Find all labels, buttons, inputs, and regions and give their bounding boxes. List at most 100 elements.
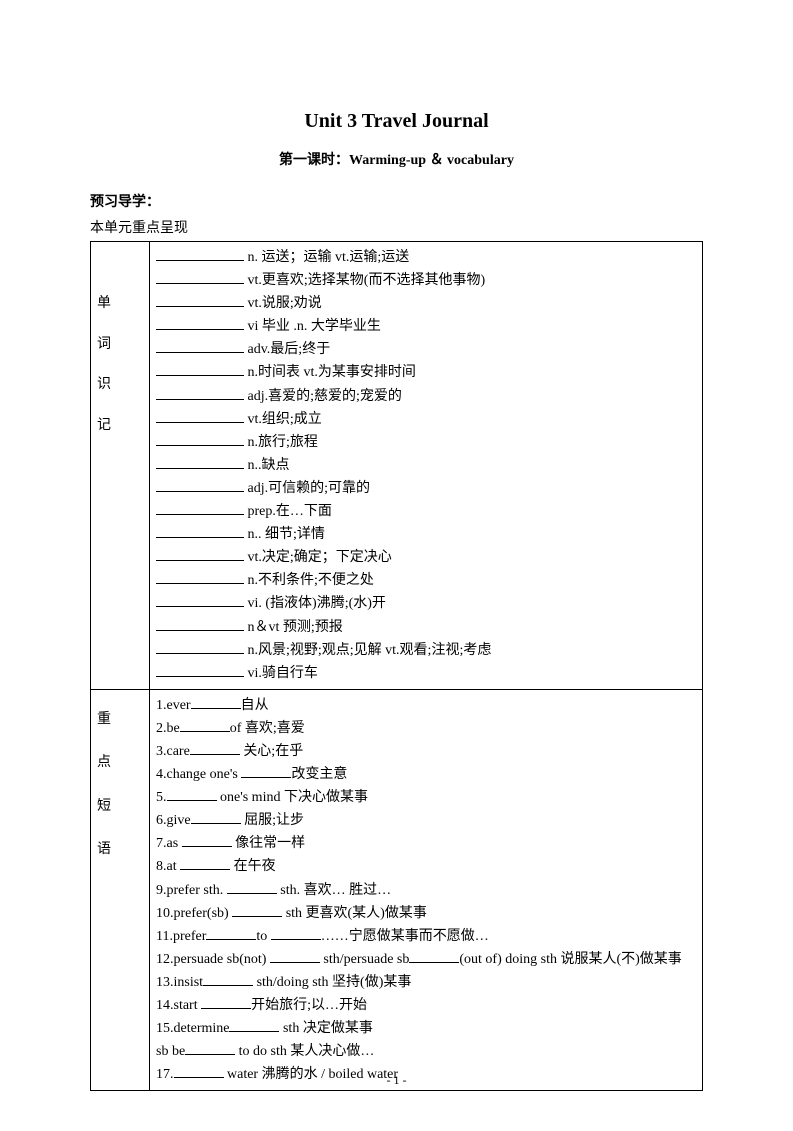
blank-input[interactable] xyxy=(182,833,232,847)
blank-input[interactable] xyxy=(190,741,240,755)
blank-input[interactable] xyxy=(156,455,244,469)
row-label-vocab: 单 词 识 记 xyxy=(91,242,150,690)
vocab-line: vt.说服;劝说 xyxy=(156,292,696,315)
blank-input[interactable] xyxy=(203,972,253,986)
phrase-text: 14.start xyxy=(156,998,201,1013)
phrase-text: 1.ever xyxy=(156,698,191,713)
blank-input[interactable] xyxy=(180,856,230,870)
vocab-line: n. 运送；运输 vt.运输;运送 xyxy=(156,246,696,269)
blank-input[interactable] xyxy=(185,1041,235,1055)
phrase-line: 6.give 屈服;让步 xyxy=(156,809,696,832)
phrase-text: 11.prefer xyxy=(156,929,206,944)
blank-input[interactable] xyxy=(409,949,459,963)
blank-input[interactable] xyxy=(156,570,244,584)
vocab-line: n.不利条件;不便之处 xyxy=(156,569,696,592)
vocab-line: vt.决定;确定；下定决心 xyxy=(156,546,696,569)
vocab-def: n＆vt 预测;预报 xyxy=(248,620,343,635)
blank-input[interactable] xyxy=(270,949,320,963)
label-char: 短 xyxy=(97,785,143,828)
phrase-text: 5. xyxy=(156,790,167,805)
vocab-def: n..缺点 xyxy=(248,458,290,473)
phrase-text: 在午夜 xyxy=(230,859,276,874)
blank-input[interactable] xyxy=(191,810,241,824)
blank-input[interactable] xyxy=(191,694,241,708)
page-subtitle: 第一课时：Warming-up ＆ vocabulary xyxy=(90,149,703,169)
phrase-text: (out of) doing sth 说服某人(不)做某事 xyxy=(459,952,681,967)
blank-input[interactable] xyxy=(156,431,244,445)
blank-input[interactable] xyxy=(156,639,244,653)
label-char: 识 xyxy=(97,365,143,406)
blank-input[interactable] xyxy=(180,718,230,732)
phrase-text: 2.be xyxy=(156,721,180,736)
blank-input[interactable] xyxy=(156,547,244,561)
phrase-text: 4.change one's xyxy=(156,767,241,782)
blank-input[interactable] xyxy=(156,385,244,399)
vocab-line: n..缺点 xyxy=(156,454,696,477)
blank-input[interactable] xyxy=(201,995,251,1009)
blank-input[interactable] xyxy=(156,501,244,515)
blank-input[interactable] xyxy=(206,925,256,939)
blank-input[interactable] xyxy=(156,593,244,607)
blank-input[interactable] xyxy=(156,362,244,376)
blank-input[interactable] xyxy=(156,478,244,492)
blank-input[interactable] xyxy=(156,247,244,261)
blank-input[interactable] xyxy=(156,616,244,630)
blank-input[interactable] xyxy=(156,339,244,353)
vocab-line: n.时间表 vt.为某事安排时间 xyxy=(156,361,696,384)
vocab-def: n. 运送；运输 vt.运输;运送 xyxy=(248,250,410,265)
phrase-text: sth 决定做某事 xyxy=(279,1021,372,1036)
vocab-def: vt.说服;劝说 xyxy=(248,296,322,311)
content-table: 单 词 识 记 n. 运送；运输 vt.运输;运送 vt.更喜欢;选择某物(而不… xyxy=(90,241,703,1091)
blank-input[interactable] xyxy=(156,316,244,330)
blank-input[interactable] xyxy=(229,1018,279,1032)
phrases-cell: 1.ever自从2.beof 喜欢;喜爱3.care 关心;在乎4.change… xyxy=(150,689,703,1091)
phrase-text: 屈服;让步 xyxy=(241,813,304,828)
blank-input[interactable] xyxy=(271,925,321,939)
vocab-line: vi. (指液体)沸腾;(水)开 xyxy=(156,592,696,615)
vocab-def: vi.骑自行车 xyxy=(248,666,318,681)
phrase-line: 8.at 在午夜 xyxy=(156,855,696,878)
label-char: 语 xyxy=(97,828,143,871)
phrase-text: 开始旅行;以…开始 xyxy=(251,998,367,1013)
vocab-def: vi. (指液体)沸腾;(水)开 xyxy=(248,596,386,611)
blank-input[interactable] xyxy=(156,662,244,676)
vocab-def: vt.决定;确定；下定决心 xyxy=(248,550,392,565)
vocab-def: n.风景;视野;观点;见解 vt.观看;注视;考虑 xyxy=(248,643,492,658)
blank-input[interactable] xyxy=(156,524,244,538)
phrase-line: 12.persuade sb(not) sth/persuade sb (out … xyxy=(156,948,696,971)
phrase-line: 14.start 开始旅行;以…开始 xyxy=(156,994,696,1017)
vocab-def: n.不利条件;不便之处 xyxy=(248,573,374,588)
phrase-line: 4.change one's 改变主意 xyxy=(156,763,696,786)
phrase-text: 关心;在乎 xyxy=(240,744,303,759)
blank-input[interactable] xyxy=(156,270,244,284)
vocab-line: adj.喜爱的;慈爱的;宠爱的 xyxy=(156,385,696,408)
vocab-def: adv.最后;终于 xyxy=(248,342,331,357)
blank-input[interactable] xyxy=(241,764,291,778)
intro-text: 本单元重点呈现 xyxy=(90,217,703,237)
label-char: 重 xyxy=(97,698,143,741)
vocab-def: n.旅行;旅程 xyxy=(248,435,318,450)
phrase-text: 3.care xyxy=(156,744,190,759)
vocab-line: vi 毕业 .n. 大学毕业生 xyxy=(156,315,696,338)
vocab-line: n.旅行;旅程 xyxy=(156,431,696,454)
phrase-line: 5. one's mind 下决心做某事 xyxy=(156,786,696,809)
vocab-line: prep.在…下面 xyxy=(156,500,696,523)
vocab-line: vt.组织;成立 xyxy=(156,408,696,431)
blank-input[interactable] xyxy=(156,293,244,307)
table-row: 单 词 识 记 n. 运送；运输 vt.运输;运送 vt.更喜欢;选择某物(而不… xyxy=(91,242,703,690)
blank-input[interactable] xyxy=(227,879,277,893)
phrase-text: sth/persuade sb xyxy=(320,952,409,967)
phrase-text: 12.persuade sb(not) xyxy=(156,952,270,967)
blank-input[interactable] xyxy=(232,902,282,916)
vocab-def: vt.组织;成立 xyxy=(248,412,322,427)
vocab-line: vt.更喜欢;选择某物(而不选择其他事物) xyxy=(156,269,696,292)
phrase-line: 2.beof 喜欢;喜爱 xyxy=(156,717,696,740)
phrase-text: to do sth 某人决心做… xyxy=(235,1044,374,1059)
blank-input[interactable] xyxy=(167,787,217,801)
phrase-line: 13.insist sth/doing sth 坚持(做)某事 xyxy=(156,971,696,994)
phrase-text: 改变主意 xyxy=(291,767,347,782)
vocab-def: adj.喜爱的;慈爱的;宠爱的 xyxy=(248,389,402,404)
phrase-text: to xyxy=(256,929,270,944)
blank-input[interactable] xyxy=(156,408,244,422)
table-row: 重 点 短 语 1.ever自从2.beof 喜欢;喜爱3.care 关心;在乎… xyxy=(91,689,703,1091)
